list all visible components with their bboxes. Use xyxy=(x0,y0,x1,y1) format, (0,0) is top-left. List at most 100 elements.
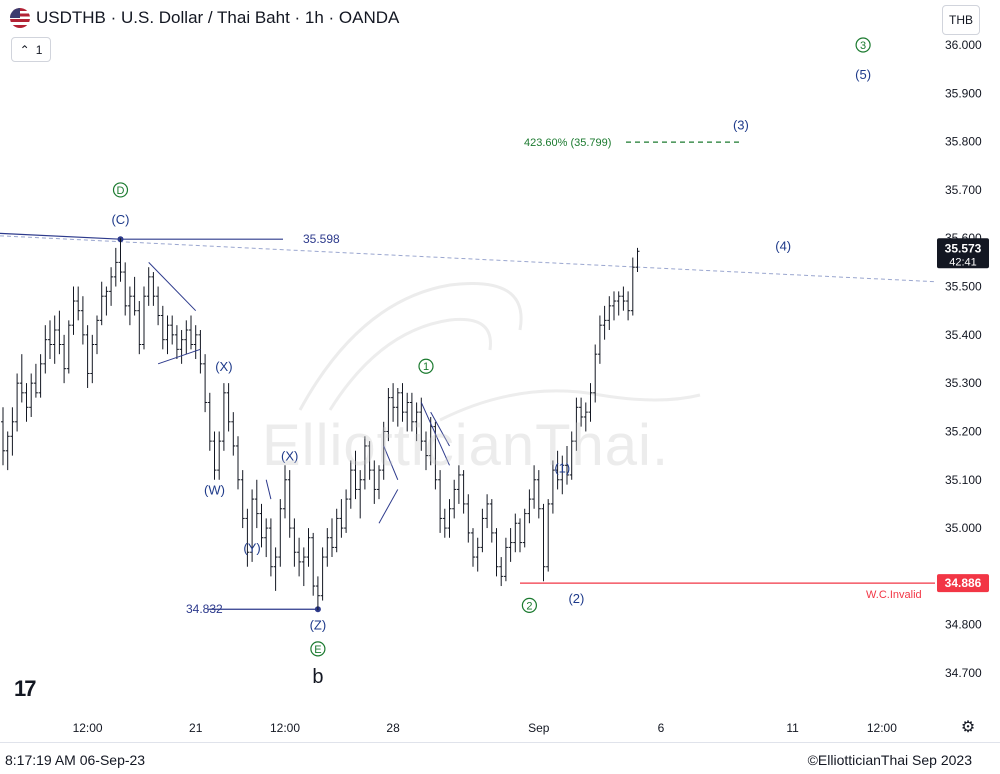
y-tick-label: 36.000 xyxy=(945,38,982,52)
footer-copyright: ©ElliotticianThai Sep 2023 xyxy=(807,752,972,768)
ohlc-bar xyxy=(424,431,428,471)
ohlc-bar xyxy=(532,465,537,509)
ohlc-bar xyxy=(461,470,466,514)
ohlc-bar xyxy=(33,363,38,398)
ohlc-bar xyxy=(550,460,555,514)
ohlc-bar xyxy=(334,508,339,553)
ohlc-bar xyxy=(217,431,222,480)
wave-label-text: D xyxy=(117,185,125,197)
ohlc-bar xyxy=(1,407,5,466)
interval-toggle[interactable]: ⌃ 1 xyxy=(11,37,51,62)
y-tick-label: 35.300 xyxy=(945,376,982,390)
ohlc-bar xyxy=(372,460,377,504)
ohlc-bar xyxy=(10,407,15,456)
us-flag-icon xyxy=(10,8,30,28)
ohlc-bar xyxy=(612,291,616,321)
gear-icon[interactable]: ⚙ xyxy=(960,719,976,736)
ohlc-bar xyxy=(268,518,273,577)
ohlc-bar xyxy=(377,465,381,500)
ohlc-bar xyxy=(193,325,198,359)
ohlc-bar xyxy=(409,392,414,432)
wave-label: b xyxy=(312,666,323,688)
ohlc-bar xyxy=(85,325,90,388)
ohlc-bar xyxy=(602,305,607,340)
ohlc-bar xyxy=(339,499,344,538)
trendline-solid xyxy=(0,232,121,240)
ohlc-bar xyxy=(414,402,419,442)
wave-label: (1) xyxy=(554,461,570,476)
fib-label: 423.60% (35.799) xyxy=(524,137,611,149)
ohlc-bar xyxy=(250,489,255,562)
ohlc-bar xyxy=(156,286,161,326)
ohlc-bar xyxy=(320,547,325,601)
ohlc-bar xyxy=(66,320,71,374)
wave-label-text: 2 xyxy=(526,600,532,612)
pattern-line xyxy=(420,402,450,466)
wave-label: (5) xyxy=(855,67,871,82)
ohlc-bar xyxy=(616,291,621,316)
y-tick-label: 35.100 xyxy=(945,473,982,487)
y-tick-label: 35.400 xyxy=(945,328,982,342)
ohlc-bar xyxy=(273,547,278,591)
ohlc-bar xyxy=(184,320,189,355)
ohlc-bar xyxy=(142,286,146,350)
ohlc-bar xyxy=(315,576,320,611)
ohlc-bar xyxy=(146,267,151,306)
y-tick-label: 35.000 xyxy=(945,521,982,535)
x-tick-label: Sep xyxy=(528,721,550,735)
ohlc-bar xyxy=(292,518,297,567)
ohlc-bar xyxy=(123,262,128,316)
ohlc-bar xyxy=(438,470,443,533)
chevron-up-icon: ⌃ xyxy=(19,42,30,57)
pattern-line xyxy=(148,262,197,312)
y-tick-label: 35.500 xyxy=(945,280,982,294)
wave-label: (Z) xyxy=(310,618,327,633)
ohlc-bar xyxy=(630,257,635,316)
y-tick-label: 34.700 xyxy=(945,666,982,680)
wave-label: (X) xyxy=(281,449,298,464)
ohlc-bar xyxy=(362,436,367,490)
ohlc-bar xyxy=(330,518,334,558)
wave-label: (W) xyxy=(204,482,225,497)
x-tick-label: 11 xyxy=(786,721,799,735)
wave-label-text: 3 xyxy=(860,40,866,52)
currency-button[interactable]: THB xyxy=(942,5,980,35)
level-label-35598: 35.598 xyxy=(303,232,340,246)
y-tick-label: 35.900 xyxy=(945,86,982,100)
chart-header: USDTHB · U.S. Dollar / Thai Baht · 1h · … xyxy=(10,8,399,28)
ohlc-bar xyxy=(57,310,62,355)
ohlc-bar xyxy=(240,470,245,529)
ohlc-bar xyxy=(231,412,236,456)
last-price-value: 35.573 xyxy=(945,241,982,255)
footer-bar: 8:17:19 AM 06-Sep-23 ©ElliotticianThai S… xyxy=(0,742,1000,774)
wave-label-circled: E xyxy=(310,641,326,657)
ohlc-bar xyxy=(381,421,386,480)
x-tick-label: 6 xyxy=(658,721,665,735)
ohlc-bar xyxy=(635,247,640,273)
ohlc-bar xyxy=(400,383,405,422)
ohlc-bar xyxy=(391,383,396,422)
ohlc-bar xyxy=(593,344,598,403)
invalid-price-value: 34.886 xyxy=(945,576,982,590)
ohlc-bar xyxy=(499,557,504,587)
ohlc-bar xyxy=(565,445,569,485)
level-label-34832: 34.832 xyxy=(186,602,223,616)
pattern-line xyxy=(383,445,399,480)
watermark-text: ElliotticianThai. xyxy=(262,413,670,478)
ohlc-bar xyxy=(165,315,170,355)
ohlc-bar xyxy=(475,537,480,572)
ohlc-bar xyxy=(254,479,259,529)
ohlc-bar xyxy=(311,532,316,596)
ohlc-bar xyxy=(508,528,513,562)
pattern-line xyxy=(378,489,399,524)
tradingview-logo[interactable]: 17 xyxy=(14,676,37,701)
symbol-title[interactable]: USDTHB · U.S. Dollar / Thai Baht · 1h · … xyxy=(36,8,400,27)
wave-label-circled: 3 xyxy=(855,37,871,53)
ohlc-bar xyxy=(179,330,184,364)
wave-label: (2) xyxy=(568,591,584,606)
ohlc-bar xyxy=(447,499,452,538)
ohlc-bar xyxy=(62,334,67,384)
ohlc-bar xyxy=(597,315,602,364)
ohlc-bar xyxy=(522,508,527,548)
